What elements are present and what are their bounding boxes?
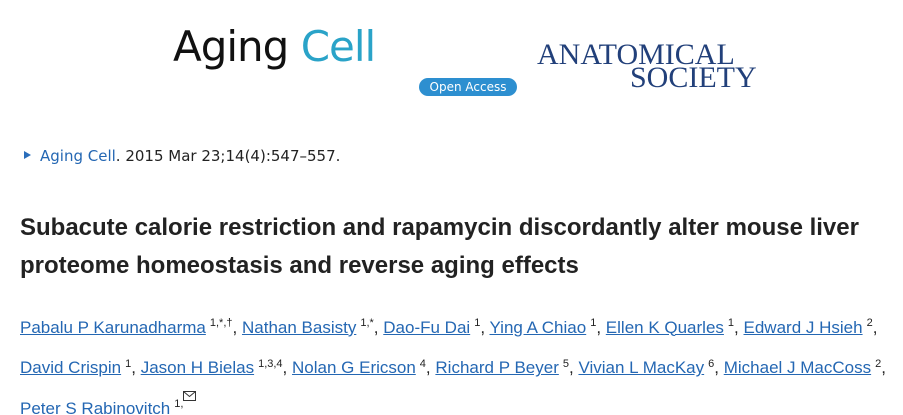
author: Pabalu P Karunadharma 1,*,†, bbox=[20, 317, 238, 337]
journal-logo: Aging Cell bbox=[173, 22, 377, 71]
author-link[interactable]: Nolan G Ericson bbox=[292, 358, 416, 378]
separator: , bbox=[881, 358, 886, 378]
author-link[interactable]: David Crispin bbox=[20, 358, 122, 378]
separator: , bbox=[872, 317, 878, 337]
author: Michael J MacCoss 2, bbox=[723, 357, 886, 378]
affiliation: 1,* bbox=[360, 317, 374, 329]
email-icon[interactable] bbox=[183, 391, 197, 402]
separator: , bbox=[596, 317, 602, 337]
author-link[interactable]: Vivian L MacKay bbox=[578, 358, 705, 378]
society-logo: ANATOMICAL bbox=[537, 38, 735, 71]
bullet bbox=[24, 151, 31, 159]
journal-link[interactable]: Aging Cell bbox=[40, 147, 116, 165]
author-link[interactable]: Pabalu P Karunadharma bbox=[20, 317, 206, 337]
affiliation: 2 bbox=[875, 357, 882, 370]
affiliation: 1,3,4 bbox=[258, 357, 283, 370]
separator: , bbox=[232, 317, 238, 337]
affiliation: 1, bbox=[174, 391, 197, 410]
affiliation: 1 bbox=[727, 317, 735, 329]
affiliation: 6 bbox=[708, 357, 715, 370]
affiliation: 1 bbox=[474, 317, 481, 329]
citation-details: . 2015 Mar 23;14(4):547–557. bbox=[115, 147, 341, 165]
author: Edward J Hsieh 2, bbox=[743, 317, 878, 337]
author: Ying A Chiao 1, bbox=[489, 317, 602, 337]
author: Peter S Rabinovitch 1, bbox=[20, 391, 197, 415]
logo-text: Aging bbox=[173, 22, 289, 71]
author: Richard P Beyer 5, bbox=[435, 357, 574, 378]
separator: , bbox=[480, 317, 486, 337]
affiliation: 1,*,† bbox=[209, 317, 233, 329]
author: David Crispin 1, bbox=[20, 357, 136, 378]
author-link[interactable]: Nathan Basisty bbox=[241, 317, 357, 337]
author-link[interactable]: Jason H Bielas bbox=[140, 358, 255, 378]
author-link[interactable]: Ellen K Quarles bbox=[605, 317, 724, 337]
citation: Aging Cell. 2015 Mar 23;14(4):547–557. bbox=[24, 147, 340, 165]
separator: , bbox=[373, 317, 379, 337]
author: Ellen K Quarles 1, bbox=[605, 317, 739, 337]
author-link[interactable]: Richard P Beyer bbox=[435, 358, 559, 378]
separator: , bbox=[714, 358, 719, 378]
author-link[interactable]: Dao-Fu Dai bbox=[383, 317, 471, 337]
separator: , bbox=[131, 358, 136, 378]
author: Vivian L MacKay 6, bbox=[578, 357, 719, 378]
affiliation: 2 bbox=[866, 317, 873, 329]
author-link[interactable]: Ying A Chiao bbox=[489, 317, 587, 337]
affiliation: 4 bbox=[419, 357, 426, 370]
affiliation: 1 bbox=[125, 357, 132, 370]
author: Nathan Basisty 1,*, bbox=[241, 317, 379, 337]
separator: , bbox=[282, 358, 288, 378]
article-title: Subacute calorie restriction and rapamyc… bbox=[20, 214, 859, 279]
author: Jason H Bielas 1,3,4, bbox=[140, 357, 288, 378]
society-logo: SOCIETY bbox=[630, 61, 757, 94]
logo-text: Cell bbox=[300, 22, 377, 71]
author: Nolan G Ericson 4, bbox=[292, 357, 431, 378]
affiliation: 1 bbox=[590, 317, 597, 329]
author-link[interactable]: Edward J Hsieh bbox=[743, 317, 863, 337]
author-link[interactable]: Michael J MacCoss bbox=[723, 358, 872, 378]
author-link[interactable]: Peter S Rabinovitch bbox=[20, 398, 171, 415]
separator: , bbox=[568, 358, 574, 378]
separator: , bbox=[425, 358, 431, 378]
separator: , bbox=[734, 317, 739, 337]
author: Dao-Fu Dai 1, bbox=[383, 317, 486, 337]
author-list: Pabalu P Karunadharma 1,*,†, Nathan Basis… bbox=[20, 305, 900, 415]
open-access-badge: Open Access bbox=[419, 78, 517, 96]
affiliation: 5 bbox=[562, 357, 569, 370]
